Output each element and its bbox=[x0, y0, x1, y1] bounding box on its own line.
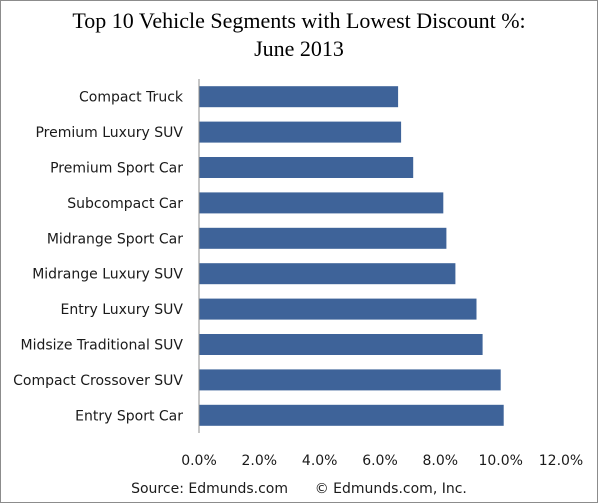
bar-compact-truck bbox=[199, 86, 399, 108]
category-labels-layer: Compact Truck Premium Luxury SUV Premium S… bbox=[13, 90, 184, 425]
chart-title: Top 10 Vehicle Segments with Lowest Disc… bbox=[1, 7, 597, 63]
category-label: Entry Luxury SUV bbox=[61, 302, 184, 318]
bar-midrange-luxury-suv bbox=[199, 263, 456, 285]
bar-midrange-sport-car bbox=[199, 227, 447, 249]
x-tick-label: 6.0% bbox=[362, 453, 398, 469]
bar-entry-sport-car bbox=[199, 404, 504, 426]
x-tick-label: 4.0% bbox=[302, 453, 338, 469]
bar-premium-luxury-suv bbox=[199, 121, 402, 143]
copyright-label: © Edmunds.com, Inc. bbox=[314, 481, 467, 497]
category-label: Midrange Sport Car bbox=[47, 231, 183, 247]
x-tick-label: 10.0% bbox=[478, 453, 522, 469]
source-line: Source: Edmunds.com © Edmunds.com, Inc. bbox=[1, 481, 597, 497]
bar-premium-sport-car bbox=[199, 157, 414, 178]
chart-title-line2: June 2013 bbox=[254, 36, 344, 61]
bar-subcompact-car bbox=[199, 192, 444, 214]
bar-midsize-traditional-suv bbox=[199, 334, 483, 355]
x-axis-layer: 0.0% 2.0% 4.0% 6.0% 8.0% 10.0% 12.0% bbox=[181, 79, 583, 469]
category-label: Premium Sport Car bbox=[50, 161, 183, 177]
x-tick-label: 12.0% bbox=[539, 453, 583, 469]
chart-title-line1: Top 10 Vehicle Segments with Lowest Disc… bbox=[72, 8, 526, 33]
category-label: Compact Truck bbox=[79, 90, 184, 106]
bars-layer bbox=[199, 86, 504, 426]
x-tick-label: 2.0% bbox=[242, 453, 278, 469]
source-label: Source: Edmunds.com bbox=[131, 481, 289, 497]
x-tick-label: 8.0% bbox=[423, 453, 459, 469]
x-tick-label: 0.0% bbox=[181, 453, 217, 469]
category-label: Entry Sport Car bbox=[75, 408, 183, 424]
category-label: Premium Luxury SUV bbox=[35, 125, 183, 141]
category-label: Midrange Luxury SUV bbox=[32, 267, 183, 283]
category-label: Compact Crossover SUV bbox=[13, 373, 183, 389]
bar-compact-crossover-suv bbox=[199, 369, 501, 391]
category-label: Subcompact Car bbox=[67, 196, 183, 212]
category-label: Midsize Traditional SUV bbox=[20, 338, 183, 354]
bar-entry-luxury-suv bbox=[199, 298, 477, 320]
